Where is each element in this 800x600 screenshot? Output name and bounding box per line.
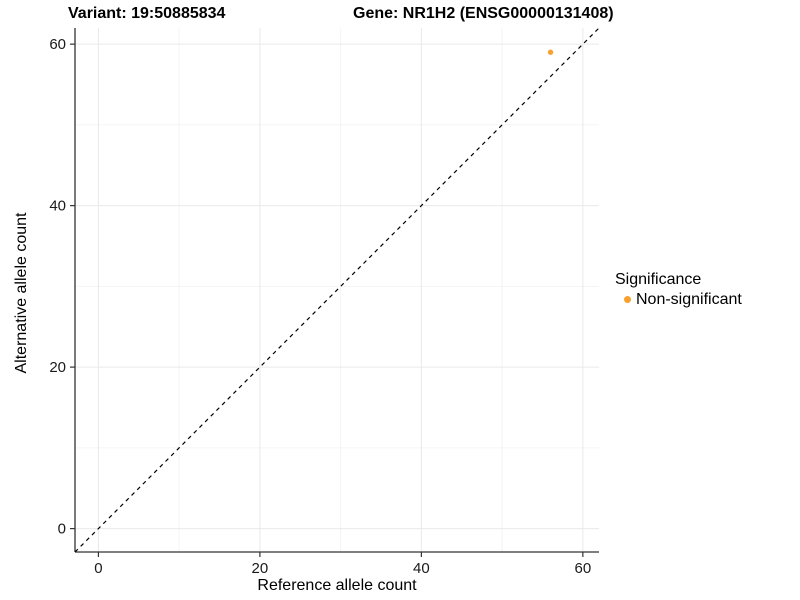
legend-item-label: Non-significant [636, 291, 742, 308]
x-tick-label: 40 [413, 560, 430, 577]
x-tick-label: 20 [252, 560, 269, 577]
y-tick-label: 60 [49, 36, 66, 53]
legend-point-icon [624, 296, 631, 303]
legend-item-non-significant: Non-significant [615, 290, 742, 309]
y-axis-title: Alternative allele count [13, 212, 30, 374]
identity-line [74, 27, 600, 553]
legend: Significance Non-significant [615, 270, 742, 309]
plot-title-gene: Gene: NR1H2 (ENSG00000131408) [353, 5, 614, 22]
x-tick-label: 60 [575, 560, 592, 577]
x-tick-label: 0 [94, 560, 102, 577]
y-tick-label: 40 [49, 198, 66, 215]
x-axis-title: Reference allele count [257, 577, 417, 594]
y-tick-label: 0 [58, 521, 66, 538]
y-tick-label: 20 [49, 359, 66, 376]
legend-title: Significance [615, 271, 702, 288]
plot-title-variant: Variant: 19:50885834 [68, 5, 226, 22]
data-point [547, 49, 554, 55]
